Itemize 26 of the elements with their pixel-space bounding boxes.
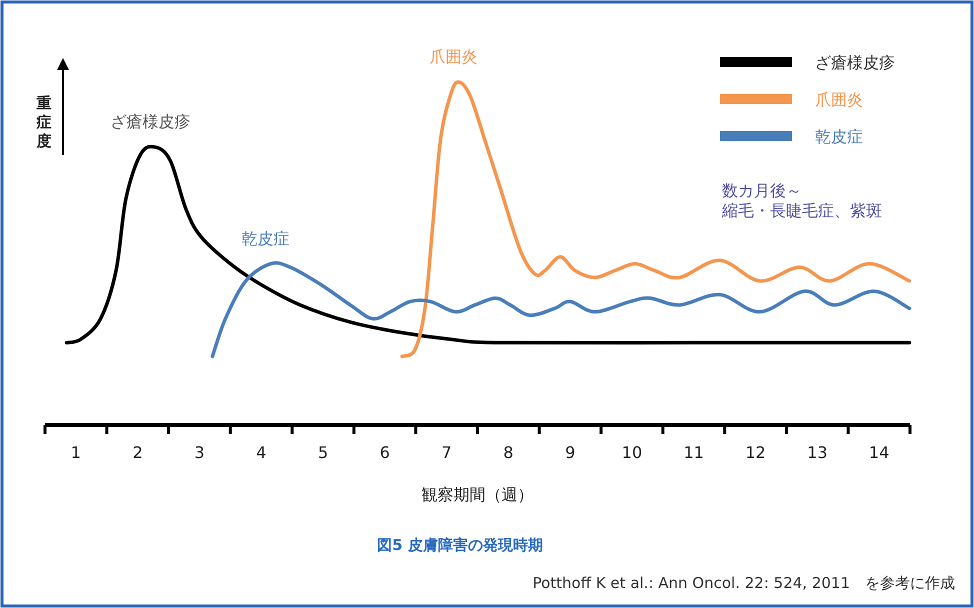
x-tick-label: 11 xyxy=(684,443,704,462)
x-tick-label: 12 xyxy=(745,443,766,462)
legend-label: ざ瘡様皮疹 xyxy=(815,53,895,72)
x-tick-label: 4 xyxy=(256,443,266,462)
annotation: ざ瘡様皮疹 xyxy=(110,112,191,132)
annotation: 数カ月後～ xyxy=(722,181,802,200)
annotation: 乾皮症 xyxy=(242,228,290,248)
x-tick-label: 14 xyxy=(868,443,890,462)
legend-label: 乾皮症 xyxy=(815,127,863,146)
annotation: 縮毛・長睫毛症、紫斑 xyxy=(721,201,882,220)
x-tick-label: 6 xyxy=(380,443,390,462)
x-tick-label: 8 xyxy=(503,443,514,462)
x-tick-label: 9 xyxy=(565,443,576,462)
x-tick-label: 3 xyxy=(194,443,205,462)
text: Potthoff K et al.: Ann Oncol. 22: 524, 2011 を参考に作成 xyxy=(532,574,955,592)
annotation: 爪囲炎 xyxy=(429,47,478,66)
x-tick-label: 2 xyxy=(132,443,143,462)
text: 図5 皮膚障害の発現時期 xyxy=(377,536,543,554)
x-axis-title: 観察期間（週） xyxy=(422,485,534,504)
legend-label: 爪囲炎 xyxy=(815,90,863,109)
y-axis-title: 重症度 xyxy=(36,94,52,150)
x-tick-label: 5 xyxy=(318,443,328,462)
x-tick-label: 10 xyxy=(622,443,642,462)
x-tick-label: 7 xyxy=(442,443,452,462)
x-tick-label: 1 xyxy=(70,443,81,462)
x-tick-label: 13 xyxy=(807,443,828,462)
